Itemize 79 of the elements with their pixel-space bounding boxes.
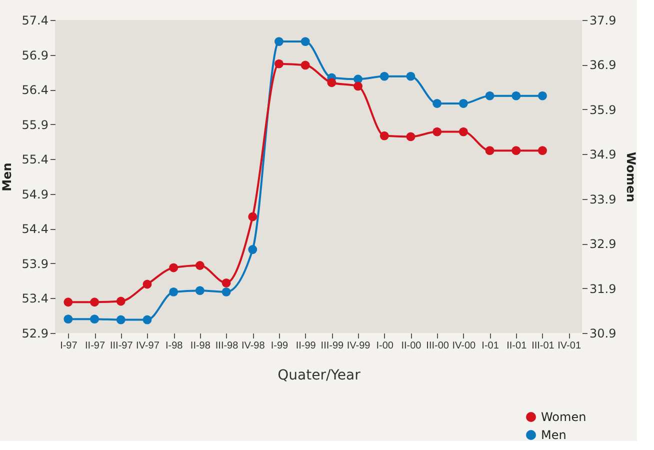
x-tick-label: II-98 [190,340,211,352]
point [248,212,258,222]
point [90,298,99,307]
y2-tick-label: 31.9 [590,282,616,296]
point [538,91,547,100]
y-tick-label: 56.4 [22,83,48,98]
y-tick-label: 57.4 [22,14,48,28]
x-tick-label: I-97 [60,340,78,352]
point [485,146,494,156]
point [64,298,73,307]
legend-label: Women [541,410,586,424]
y2-axis-title: Women [624,152,638,202]
legend-label: Men [541,428,566,442]
point [116,296,126,306]
x-tick-label: III-01 [532,340,555,352]
x-tick-label: IV-01 [558,340,582,352]
x-tick-label: II-01 [506,340,528,352]
x-tick-label: I-98 [165,340,184,352]
point [274,59,284,68]
y2-tick-label: 36.9 [590,58,616,72]
point [64,314,73,324]
x-tick-label: II-99 [296,340,316,352]
x-tick-label: I-01 [482,340,500,352]
y-tick-label: 53.9 [22,256,48,271]
point [380,131,389,140]
point [222,278,231,288]
y-tick-label: 55.9 [22,118,48,132]
y2-tick-label: 34.9 [590,148,616,162]
y-tick-label: 54.4 [22,222,48,236]
x-tick-label: III-00 [426,340,450,352]
x-tick-label: I-99 [270,340,289,352]
point [458,127,468,136]
x-tick-label: II-97 [85,340,106,352]
point [248,245,258,254]
point [485,91,494,100]
y-axis-title: Men [0,162,14,192]
point [512,91,521,100]
y-tick-label: 53.4 [22,292,48,306]
x-tick-label: I-00 [376,340,394,352]
point [432,127,442,136]
point [406,132,416,142]
point [222,288,231,296]
x-tick-label: IV-00 [452,340,476,352]
point [538,146,547,156]
y2-tick-label: 33.9 [590,192,616,206]
point [195,286,204,296]
point [169,263,178,272]
point [327,78,336,88]
y-tick-label: 54.9 [22,187,48,202]
y-tick-label: 55.4 [22,152,48,167]
point [195,261,204,270]
x-tick-label: III-99 [320,340,344,352]
y2-tick-label: 32.9 [590,237,616,252]
point [458,99,468,108]
point [169,288,178,296]
x-tick-label: IV-97 [136,340,160,352]
x-tick-label: IV-99 [346,340,371,352]
y2-tick-label: 35.9 [590,102,616,117]
x-tick-label: II-00 [401,340,422,352]
point [300,60,310,70]
point [432,99,442,108]
point [142,315,152,324]
point [300,37,310,46]
point [380,72,389,81]
point [116,315,126,324]
x-tick-label: III-97 [110,340,134,352]
y2-tick-label: 37.9 [590,14,616,28]
y-tick-label: 56.9 [22,48,48,62]
x-axis-title: Quater/Year [278,368,361,384]
x-tick-label: IV-98 [241,340,266,352]
point [406,72,416,81]
point [512,146,521,156]
x-tick-label: III-98 [215,340,239,352]
point [274,37,284,46]
y-tick-label: 52.9 [22,326,48,340]
point [90,314,99,324]
y2-tick-label: 30.9 [590,326,616,340]
point [354,82,362,91]
point [142,280,152,289]
